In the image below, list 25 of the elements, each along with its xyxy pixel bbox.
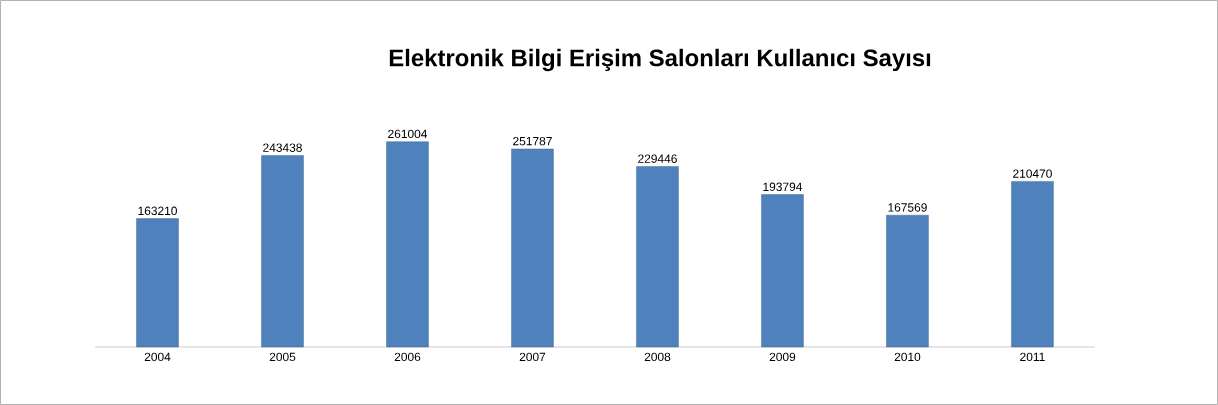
x-tick-label: 2007 [519, 352, 546, 362]
x-tick-label: 2004 [144, 352, 171, 362]
bar [261, 155, 304, 348]
chart-title: Elektronik Bilgi Erişim Salonları Kullanıcı Sayısı [389, 48, 931, 72]
data-label: 163210 [138, 206, 177, 216]
x-tick-label: 2011 [1020, 352, 1045, 362]
bar [136, 218, 179, 348]
bar [886, 214, 929, 348]
data-label: 229446 [638, 154, 677, 163]
x-tick-label: 2008 [644, 352, 671, 362]
x-tick-label: 2006 [394, 352, 421, 362]
bar [636, 166, 679, 348]
bar [386, 141, 429, 348]
bar [1011, 181, 1054, 348]
data-label: 210470 [1013, 169, 1052, 178]
data-label: 193794 [763, 182, 803, 191]
bar [511, 148, 554, 348]
data-label: 251787 [513, 136, 552, 146]
x-tick-label: 2005 [269, 352, 296, 362]
bar [761, 194, 804, 348]
x-tick-label: 2009 [769, 352, 796, 362]
x-tick-label: 2010 [894, 352, 921, 362]
data-label: 167569 [888, 203, 927, 212]
data-label: 261004 [388, 129, 428, 139]
data-label: 243438 [263, 143, 302, 152]
